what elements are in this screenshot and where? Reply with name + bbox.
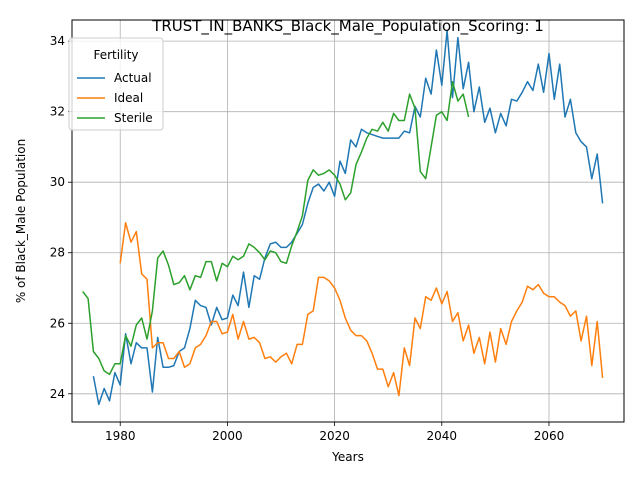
y-tick-label: 30 bbox=[50, 175, 65, 189]
series-line-ideal bbox=[119, 222, 604, 397]
chart-title: TRUST_IN_BANKS_Black_Male_Population_Sco… bbox=[151, 17, 544, 36]
series-line-sterile bbox=[82, 80, 470, 376]
y-axis-ticks: 24 26 28 30 32 34 bbox=[50, 34, 72, 401]
y-tick-label: 24 bbox=[50, 387, 65, 401]
x-tick-label: 2000 bbox=[212, 429, 243, 443]
x-axis-label: Years bbox=[331, 450, 364, 464]
legend-label-sterile: Sterile bbox=[114, 111, 153, 125]
legend: Fertility Actual Ideal Sterile bbox=[68, 37, 164, 131]
x-axis-ticks: 1980 2000 2020 2040 2060 bbox=[105, 422, 564, 443]
y-tick-label: 34 bbox=[50, 34, 65, 48]
y-tick-label: 32 bbox=[50, 105, 65, 119]
legend-label-ideal: Ideal bbox=[114, 91, 143, 105]
series-lines bbox=[82, 29, 604, 406]
x-tick-label: 1980 bbox=[105, 429, 136, 443]
x-tick-label: 2020 bbox=[319, 429, 350, 443]
plot-frame bbox=[71, 19, 625, 423]
x-tick-label: 2060 bbox=[534, 429, 565, 443]
legend-box bbox=[68, 37, 164, 131]
x-tick-label: 2040 bbox=[427, 429, 458, 443]
y-tick-label: 26 bbox=[50, 316, 65, 330]
legend-title: Fertility bbox=[93, 48, 138, 62]
legend-label-actual: Actual bbox=[114, 71, 152, 85]
y-tick-label: 28 bbox=[50, 246, 65, 260]
y-axis-label: % of Black_Male Population bbox=[14, 139, 28, 303]
